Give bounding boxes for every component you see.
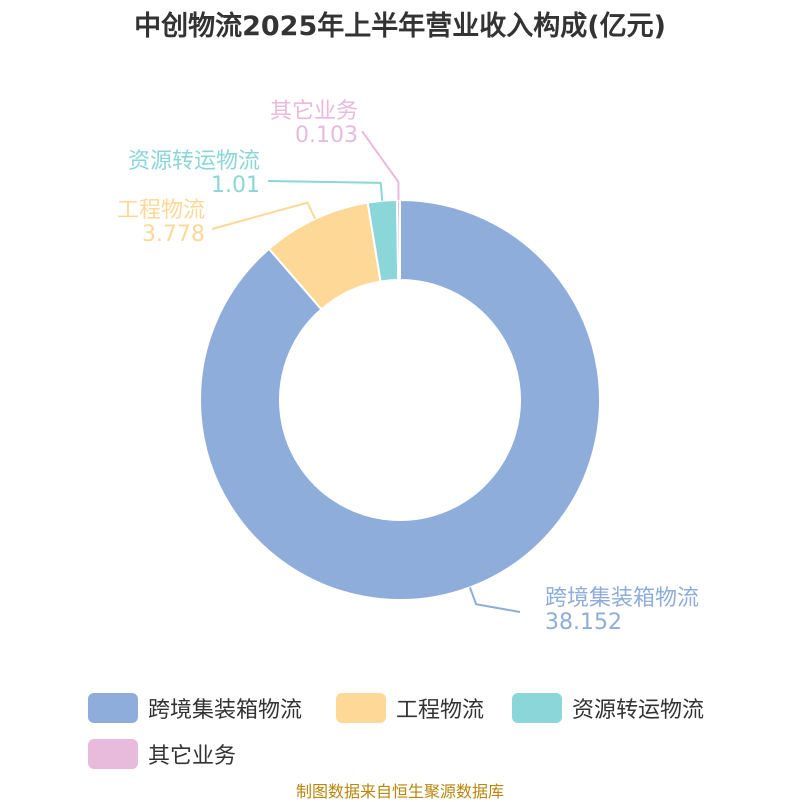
legend-swatch [512,693,562,723]
legend-item-engineering[interactable]: 工程物流 [336,692,484,724]
legend-item-cross-border[interactable]: 跨境集装箱物流 [88,692,302,724]
slice-label-3: 其它业务 [270,99,358,124]
slice-3[interactable] [395,198,401,282]
slice-value-3: 0.103 [295,123,358,148]
slice-value-0: 38.152 [545,610,622,635]
legend-swatch [336,693,386,723]
leader-line-0 [468,587,521,613]
legend-item-resource-transfer[interactable]: 资源转运物流 [512,692,704,724]
legend-label: 跨境集装箱物流 [148,698,303,723]
leader-line-3 [361,130,400,201]
chart-title: 中创物流2025年上半年营业收入构成(亿元) [134,11,666,42]
legend-label: 其它业务 [148,744,237,769]
slice-label-1: 工程物流 [117,198,205,223]
leader-line-1 [211,201,317,230]
legend-swatch [88,739,138,769]
legend-label: 资源转运物流 [572,698,705,723]
slice-label-0: 跨境集装箱物流 [545,586,699,611]
legend-swatch [88,693,138,723]
slice-label-2: 资源转运物流 [128,149,260,174]
slice-value-1: 3.778 [142,222,205,247]
legend-label: 工程物流 [396,698,485,723]
source-note: 制图数据来自恒生聚源数据库 [295,782,504,801]
legend-item-other[interactable]: 其它业务 [88,738,236,770]
leader-line-2 [267,180,384,201]
slice-0[interactable] [199,198,601,601]
slice-value-2: 1.01 [211,173,260,198]
